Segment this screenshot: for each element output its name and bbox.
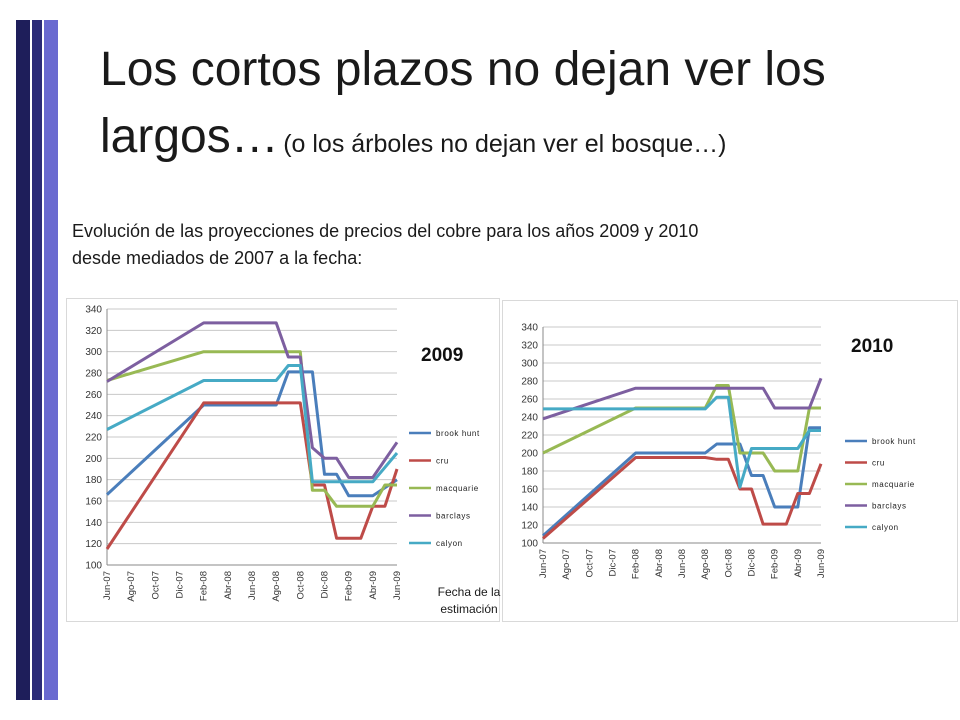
decor-bar-light xyxy=(44,20,58,700)
chart-2009-x-tick-label: Jun-08 xyxy=(247,571,258,600)
chart-2009-y-tick-label: 320 xyxy=(85,326,102,337)
chart-2009-y-tick-label: 100 xyxy=(85,561,102,572)
chart-2010-x-tick-label: Jun-08 xyxy=(677,549,688,578)
chart-2010-y-tick-label: 100 xyxy=(521,539,538,550)
chart-2010-x-tick-label: Jun-09 xyxy=(816,549,827,578)
chart-2010-x-tick-label: Dic-08 xyxy=(747,549,758,576)
chart-2009-x-tick-label: Oct-08 xyxy=(295,571,306,600)
chart-2009-y-tick-label: 200 xyxy=(85,454,102,465)
chart-2010-y-tick-label: 240 xyxy=(521,413,538,424)
chart-2009-x-tick-label: Ago-07 xyxy=(126,571,137,602)
chart-2010-series-barclays xyxy=(542,377,823,421)
intro-text: Evolución de las proyecciones de precios… xyxy=(72,218,932,272)
chart-2009-x-tick-label: Feb-08 xyxy=(199,571,210,601)
chart-2010-y-tick-label: 200 xyxy=(521,449,538,460)
chart-2010-x-tick-label: Ago-08 xyxy=(700,549,711,580)
chart-2010-y-tick-label: 220 xyxy=(521,431,538,442)
chart-2009-legend-label-brook-hunt: brook hunt xyxy=(436,429,480,438)
chart-2009-x-tick-label: Feb-09 xyxy=(344,571,355,601)
chart-2010-y-tick-label: 180 xyxy=(521,467,538,478)
slide-title-sub: (o los árboles no dejan ver el bosque…) xyxy=(283,130,727,158)
chart-2009-y-tick-label: 260 xyxy=(85,390,102,401)
chart-2010-y-tick-label: 320 xyxy=(521,341,538,352)
chart-2010-x-tick-label: Ago-07 xyxy=(561,549,572,580)
chart-2009-x-tick-label: Abr-08 xyxy=(223,571,234,600)
chart-2010-y-tick-label: 160 xyxy=(521,485,538,496)
chart-2009-series-barclays xyxy=(106,321,399,479)
slide-title-main: Los cortos plazos no dejan ver los largo… xyxy=(100,43,826,163)
x-axis-caption-line-1: Fecha de la xyxy=(437,585,501,599)
chart-2009-y-tick-label: 280 xyxy=(85,369,102,380)
chart-2010-legend-label-barclays: barclays xyxy=(872,502,907,511)
chart-2009-svg: 100 120 140 160 180 200 220 240 260 280 300 320 340 J… xyxy=(85,305,480,602)
intro-line-1: Evolución de las proyecciones de precios… xyxy=(72,221,699,241)
chart-2010-y-tick-label: 280 xyxy=(521,377,538,388)
chart-2010-legend-label-macquarie: macquarie xyxy=(872,480,915,489)
chart-2010-title: 2010 xyxy=(851,336,893,357)
chart-2010-x-tick-label: Abr-08 xyxy=(654,549,665,578)
chart-2009-series-calyon xyxy=(106,364,399,484)
chart-2010-y-tick-label: 300 xyxy=(521,359,538,370)
chart-2009-series-macquarie xyxy=(106,350,397,508)
chart-2010-y-tick-label: 260 xyxy=(521,395,538,406)
chart-2010-x-tick-label: Oct-08 xyxy=(723,549,734,578)
chart-2009-series-cru xyxy=(105,401,399,550)
chart-2009-y-tick-label: 220 xyxy=(85,433,102,444)
chart-2009-y-tick-label: 140 xyxy=(85,518,102,529)
chart-2009-x-tick-label: Dic-08 xyxy=(320,571,331,598)
chart-2010-legend-label-brook-hunt: brook hunt xyxy=(872,437,916,446)
chart-2009-x-tick-label: Jun-09 xyxy=(392,571,403,600)
chart-2009-x-tick-label: Jun-07 xyxy=(102,571,113,600)
chart-2009-series-brook-hunt xyxy=(105,370,398,498)
chart-2010-x-tick-label: Jun-07 xyxy=(538,549,549,578)
chart-2009-x-tick-label: Ago-08 xyxy=(271,571,282,602)
chart-2009-legend-label-cru: cru xyxy=(436,457,449,466)
chart-2010-legend-label-cru: cru xyxy=(872,459,885,468)
x-axis-caption: Fecha de la estimación xyxy=(424,584,514,618)
chart-2009-y-tick-label: 160 xyxy=(85,497,102,508)
chart-2010-y-tick-label: 120 xyxy=(521,521,538,532)
chart-2010-svg: 100 120 140 160 180 200 220 240 260 280 300 320 340 J… xyxy=(521,323,916,580)
chart-2009: 100 120 140 160 180 200 220 240 260 280 300 320 340 J… xyxy=(66,298,500,622)
chart-2009-y-tick-label: 180 xyxy=(85,475,102,486)
chart-2010-series-calyon xyxy=(543,395,821,489)
chart-2009-y-tick-label: 120 xyxy=(85,539,102,550)
chart-2009-legend-label-calyon: calyon xyxy=(436,539,463,548)
chart-2009-legend-label-barclays: barclays xyxy=(436,512,471,521)
chart-2010-x-tick-label: Feb-09 xyxy=(770,549,781,579)
chart-2009-y-tick-label: 240 xyxy=(85,411,102,422)
intro-line-2: desde mediados de 2007 a la fecha: xyxy=(72,248,363,268)
chart-2009-x-tick-label: Dic-07 xyxy=(175,571,186,598)
chart-2009-legend-label-macquarie: macquarie xyxy=(436,484,479,493)
chart-2010-y-tick-label: 140 xyxy=(521,503,538,514)
chart-2010-legend-label-calyon: calyon xyxy=(872,523,899,532)
chart-2009-title: 2009 xyxy=(421,345,463,366)
slide-title: Los cortos plazos no dejan ver los largo… xyxy=(100,42,940,176)
chart-2009-x-tick-label: Abr-09 xyxy=(368,571,379,600)
chart-2010-x-tick-label: Oct-07 xyxy=(584,549,595,578)
chart-2010-x-tick-label: Feb-08 xyxy=(631,549,642,579)
chart-2010: 100 120 140 160 180 200 220 240 260 280 300 320 340 J… xyxy=(502,300,958,622)
chart-2010-x-tick-label: Abr-09 xyxy=(793,549,804,578)
chart-2010-series-cru xyxy=(542,456,823,540)
chart-2009-x-tick-label: Oct-07 xyxy=(150,571,161,600)
decor-bar-dark xyxy=(16,20,30,700)
chart-2009-y-tick-label: 300 xyxy=(85,347,102,358)
chart-2010-x-tick-label: Dic-07 xyxy=(608,549,619,576)
chart-2010-y-tick-label: 340 xyxy=(521,323,538,334)
chart-2009-y-tick-label: 340 xyxy=(85,305,102,316)
chart-2010-series-brook-hunt xyxy=(542,426,821,537)
x-axis-caption-line-2: estimación xyxy=(440,602,498,616)
decor-bar-navy xyxy=(32,20,42,700)
